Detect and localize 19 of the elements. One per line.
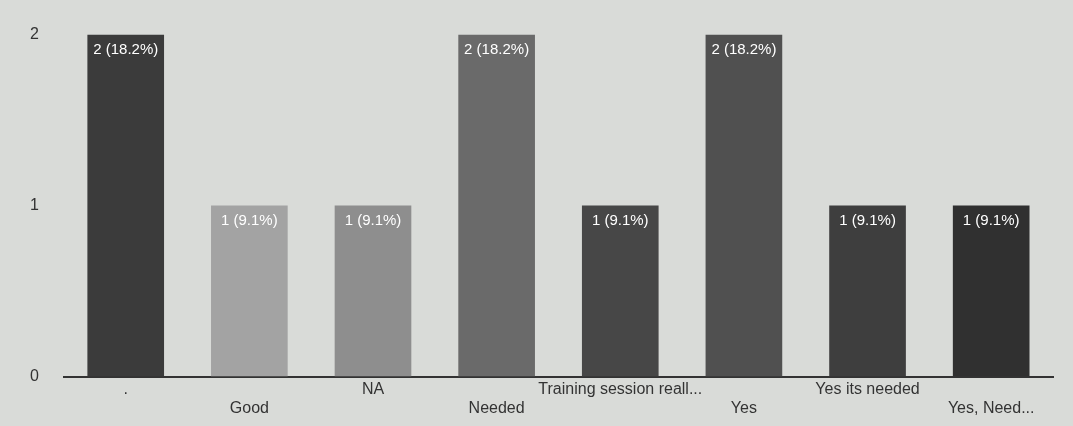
x-tick-label: Yes, Need... (947, 398, 1035, 416)
x-tick-label: Training session reall... (538, 379, 703, 397)
data-label: 2 (18.2%) (464, 40, 530, 58)
data-label: 1 (9.1%) (591, 211, 649, 229)
x-tick-label: Yes its needed (815, 379, 920, 397)
x-tick-label: Yes (730, 398, 757, 416)
data-label: 2 (18.2%) (93, 40, 159, 58)
y-tick-label: 2 (29, 25, 39, 43)
data-label: 1 (9.1%) (962, 211, 1020, 229)
x-tick-label: . (123, 379, 128, 397)
y-tick-label: 0 (29, 367, 39, 385)
data-label: 1 (9.1%) (344, 211, 402, 229)
data-label: 1 (9.1%) (839, 211, 896, 229)
y-tick-label: 1 (29, 196, 39, 214)
data-label: 2 (18.2%) (711, 40, 777, 58)
x-tick-label: Good (229, 398, 269, 416)
x-tick-label: NA (361, 379, 385, 397)
data-label: 1 (9.1%) (221, 211, 278, 229)
x-tick-label: Needed (468, 398, 525, 416)
